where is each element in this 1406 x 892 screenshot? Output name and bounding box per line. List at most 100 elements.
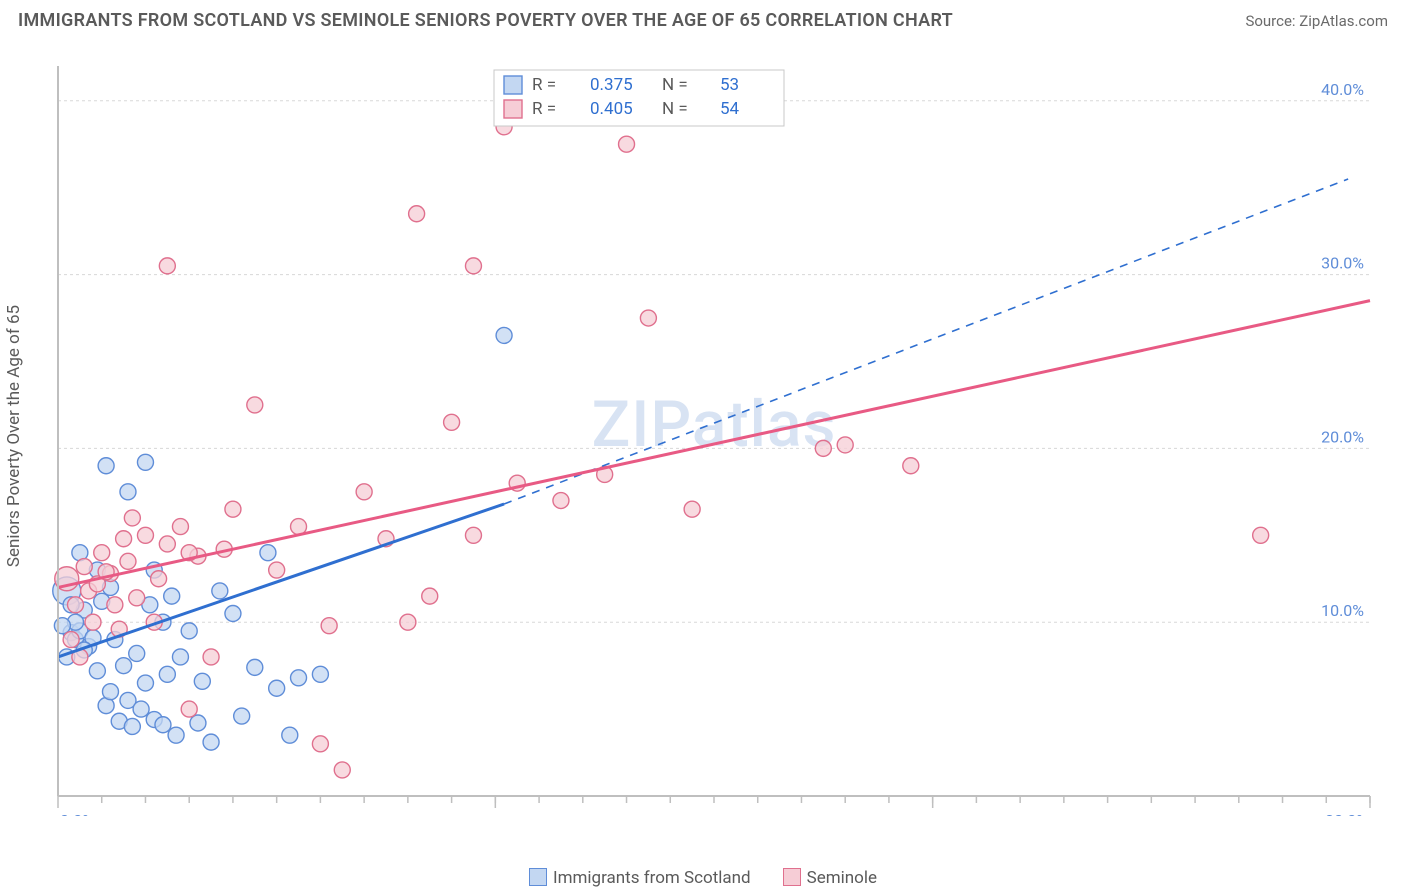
point-seminole bbox=[85, 614, 101, 630]
bottom-legend: Immigrants from Scotland Seminole bbox=[0, 868, 1406, 888]
point-scotland bbox=[194, 673, 210, 689]
scatter-chart: 10.0%20.0%30.0%40.0%ZIPatlasR =0.375N =5… bbox=[44, 56, 1384, 816]
point-seminole bbox=[181, 701, 197, 717]
svg-text:R =: R = bbox=[532, 99, 556, 119]
source-name: ZipAtlas.com bbox=[1299, 12, 1388, 30]
point-seminole bbox=[312, 736, 328, 752]
legend-swatch-scotland bbox=[504, 76, 522, 94]
svg-text:10.0%: 10.0% bbox=[1321, 601, 1364, 620]
source-attribution: Source: ZipAtlas.com bbox=[1245, 12, 1388, 30]
point-scotland bbox=[98, 458, 114, 474]
point-seminole bbox=[553, 493, 569, 509]
svg-text:R =: R = bbox=[532, 75, 556, 95]
point-scotland bbox=[164, 588, 180, 604]
point-seminole bbox=[815, 440, 831, 456]
point-scotland bbox=[159, 666, 175, 682]
point-seminole bbox=[400, 614, 416, 630]
point-scotland bbox=[168, 727, 184, 743]
y-axis-label: Seniors Poverty Over the Age of 65 bbox=[4, 305, 24, 567]
point-seminole bbox=[159, 258, 175, 274]
point-scotland bbox=[120, 484, 136, 500]
point-seminole bbox=[67, 597, 83, 613]
point-seminole bbox=[124, 510, 140, 526]
chart-title: IMMIGRANTS FROM SCOTLAND VS SEMINOLE SEN… bbox=[18, 10, 953, 31]
svg-text:53: 53 bbox=[720, 75, 739, 95]
point-seminole bbox=[120, 553, 136, 569]
point-scotland bbox=[247, 659, 263, 675]
legend-item-scotland: Immigrants from Scotland bbox=[529, 868, 751, 888]
point-seminole bbox=[356, 484, 372, 500]
regression-scotland bbox=[58, 504, 504, 657]
regression-seminole bbox=[58, 301, 1370, 588]
svg-text:30.0%: 30.0% bbox=[1325, 811, 1368, 816]
point-scotland bbox=[54, 618, 70, 634]
point-seminole bbox=[465, 258, 481, 274]
chart-header: IMMIGRANTS FROM SCOTLAND VS SEMINOLE SEN… bbox=[0, 0, 1406, 37]
point-seminole bbox=[903, 458, 919, 474]
plot-area: Seniors Poverty Over the Age of 65 10.0%… bbox=[44, 56, 1384, 816]
point-scotland bbox=[190, 715, 206, 731]
point-scotland bbox=[137, 454, 153, 470]
point-scotland bbox=[137, 675, 153, 691]
point-scotland bbox=[312, 666, 328, 682]
point-scotland bbox=[116, 658, 132, 674]
point-seminole bbox=[422, 588, 438, 604]
svg-text:N =: N = bbox=[662, 75, 688, 95]
point-seminole bbox=[225, 501, 241, 517]
point-seminole bbox=[684, 501, 700, 517]
point-seminole bbox=[409, 206, 425, 222]
point-seminole bbox=[172, 519, 188, 535]
point-scotland bbox=[212, 583, 228, 599]
svg-text:0.0%: 0.0% bbox=[60, 811, 94, 816]
legend-swatch-seminole bbox=[504, 100, 522, 118]
point-seminole bbox=[269, 562, 285, 578]
point-seminole bbox=[334, 762, 350, 778]
point-seminole bbox=[107, 597, 123, 613]
point-scotland bbox=[234, 708, 250, 724]
point-scotland bbox=[282, 727, 298, 743]
point-seminole bbox=[63, 632, 79, 648]
point-seminole bbox=[94, 545, 110, 561]
point-seminole bbox=[444, 414, 460, 430]
point-scotland bbox=[129, 645, 145, 661]
svg-text:40.0%: 40.0% bbox=[1321, 80, 1364, 99]
legend-item-seminole: Seminole bbox=[783, 868, 877, 888]
point-seminole bbox=[116, 531, 132, 547]
point-scotland bbox=[89, 663, 105, 679]
point-seminole bbox=[203, 649, 219, 665]
svg-text:54: 54 bbox=[720, 99, 740, 119]
svg-text:30.0%: 30.0% bbox=[1321, 254, 1364, 273]
point-scotland bbox=[172, 649, 188, 665]
legend-swatch-seminole bbox=[783, 868, 801, 886]
svg-text:0.375: 0.375 bbox=[590, 75, 633, 95]
point-scotland bbox=[260, 545, 276, 561]
regression-dash-scotland bbox=[504, 179, 1348, 504]
point-scotland bbox=[155, 717, 171, 733]
point-seminole bbox=[76, 559, 92, 575]
point-scotland bbox=[225, 606, 241, 622]
point-seminole bbox=[151, 571, 167, 587]
legend-label-scotland: Immigrants from Scotland bbox=[553, 868, 751, 888]
point-seminole bbox=[159, 536, 175, 552]
svg-text:20.0%: 20.0% bbox=[1321, 427, 1364, 446]
point-seminole bbox=[837, 437, 853, 453]
point-seminole bbox=[137, 527, 153, 543]
point-scotland bbox=[496, 327, 512, 343]
point-scotland bbox=[102, 684, 118, 700]
legend-swatch-scotland bbox=[529, 868, 547, 886]
point-seminole bbox=[619, 136, 635, 152]
svg-text:0.405: 0.405 bbox=[590, 99, 633, 119]
point-seminole bbox=[640, 310, 656, 326]
point-scotland bbox=[133, 701, 149, 717]
svg-text:N =: N = bbox=[662, 99, 688, 119]
point-seminole bbox=[129, 590, 145, 606]
point-scotland bbox=[269, 680, 285, 696]
point-seminole bbox=[321, 618, 337, 634]
point-scotland bbox=[291, 670, 307, 686]
point-scotland bbox=[124, 718, 140, 734]
legend-label-seminole: Seminole bbox=[807, 868, 877, 888]
point-seminole bbox=[465, 527, 481, 543]
point-seminole bbox=[1253, 527, 1269, 543]
source-prefix: Source: bbox=[1245, 12, 1299, 30]
point-scotland bbox=[203, 734, 219, 750]
